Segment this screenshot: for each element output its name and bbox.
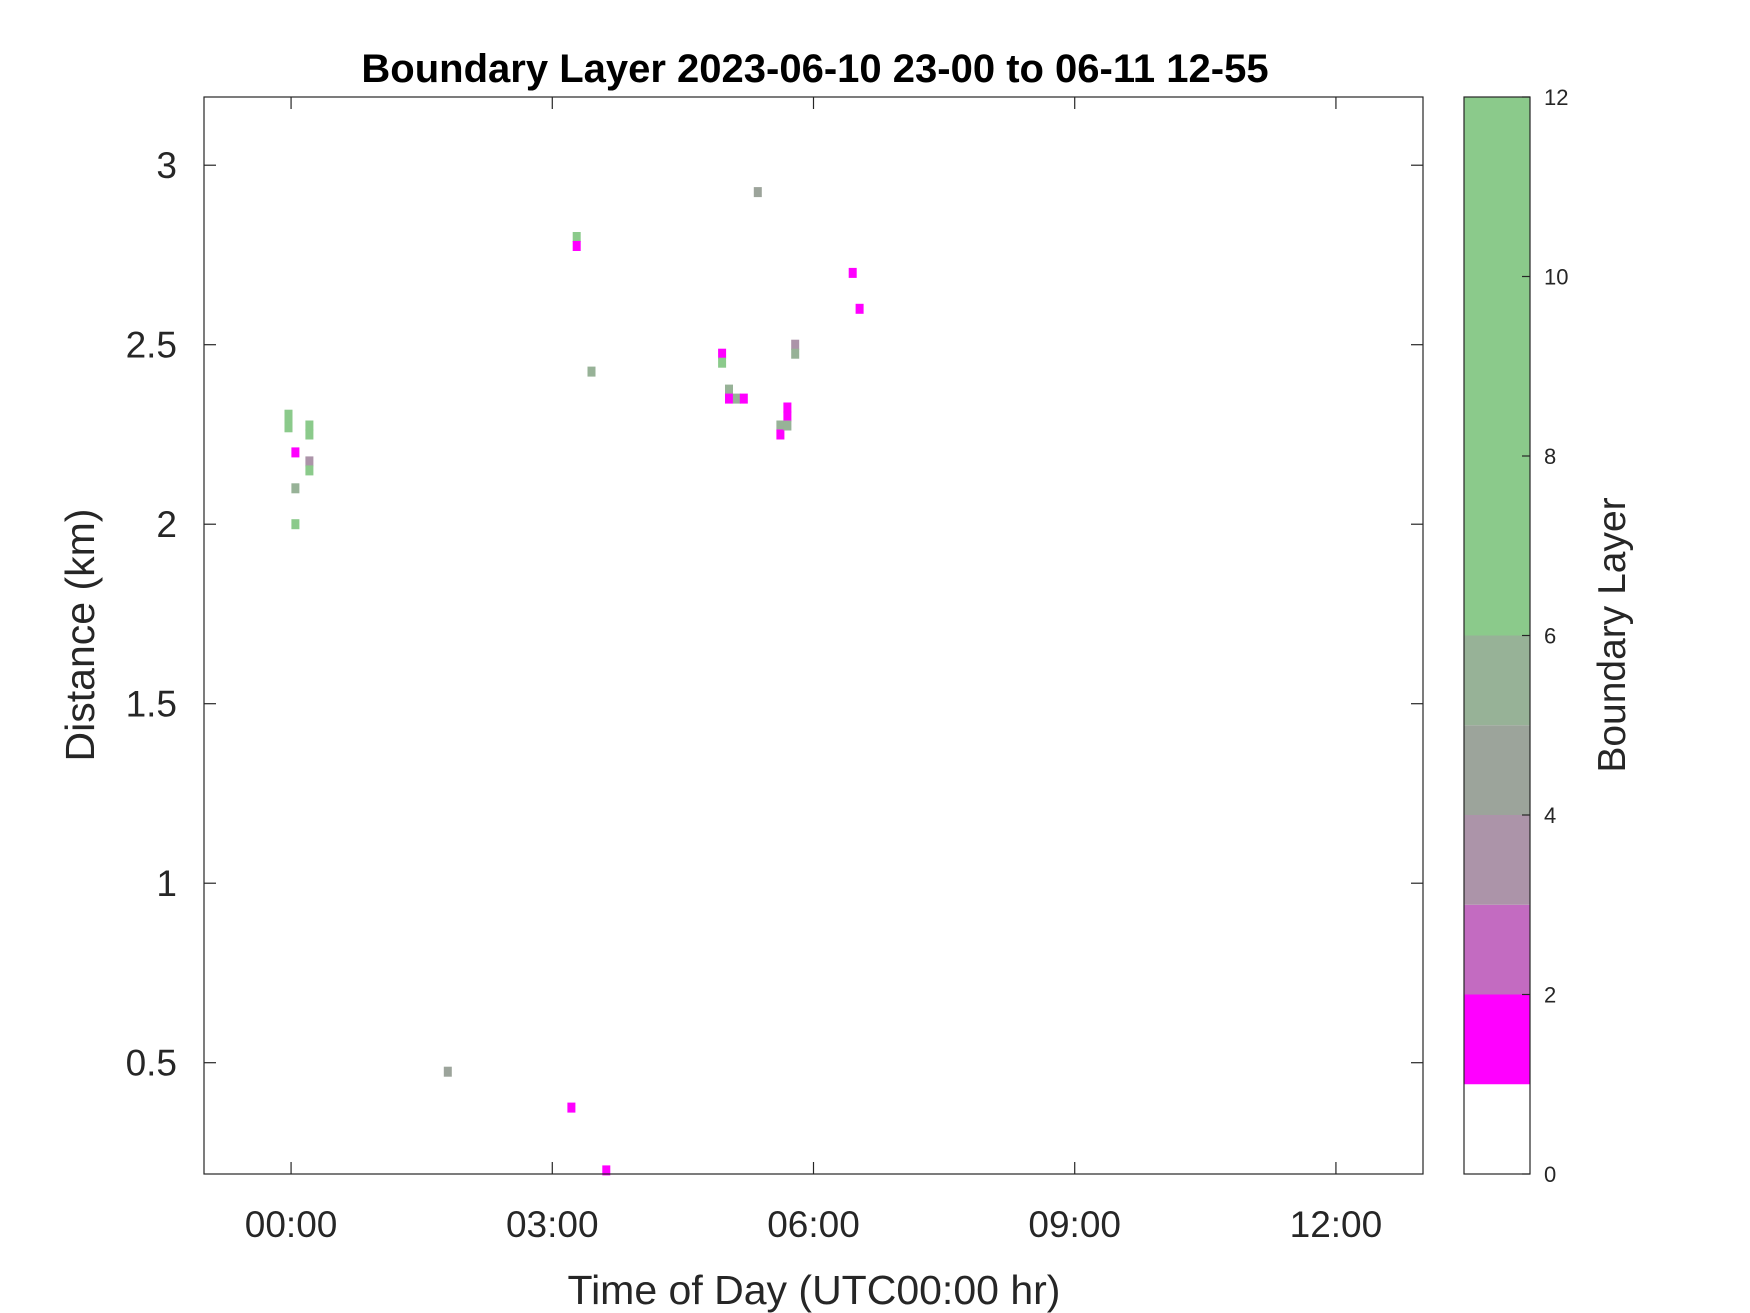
x-axis: 00:00 03:00 06:00 09:00 12:00: [245, 97, 1382, 1245]
colorbar-tick-label: 4: [1544, 803, 1556, 828]
data-cell: [567, 1102, 576, 1113]
data-cell: [291, 483, 300, 494]
colorbar-tick-label: 6: [1544, 624, 1556, 649]
data-cell: [783, 420, 792, 431]
colorbar-band: [1464, 725, 1530, 815]
data-cell: [443, 1066, 452, 1077]
data-cell: [725, 393, 733, 404]
data-cell: [753, 187, 762, 198]
x-axis-label: Time of Day (UTC00:00 hr): [568, 1267, 1061, 1313]
colorbar-band: [1464, 904, 1530, 995]
data-cell: [725, 384, 733, 395]
y-tick-label: 2.5: [126, 325, 177, 366]
chart-title: Boundary Layer 2023-06-10 23-00 to 06-11…: [361, 47, 1268, 91]
data-cell: [855, 303, 864, 314]
data-cell: [783, 402, 792, 413]
colorbar-band: [1464, 1084, 1530, 1174]
y-axis-label: Distance (km): [57, 509, 103, 762]
data-cell: [284, 422, 293, 433]
data-cell: [587, 366, 596, 377]
data-cell: [776, 420, 785, 431]
x-tick-label: 09:00: [1028, 1204, 1121, 1245]
y-tick-label: 2: [156, 504, 177, 545]
colorbar: 0 2 4 6 8 10 12: [1463, 85, 1568, 1187]
y-tick-label: 3: [156, 145, 177, 186]
data-cell: [572, 241, 581, 251]
data-cell: [776, 429, 785, 440]
data-cell: [739, 393, 748, 404]
data-cell: [732, 393, 741, 404]
data-cell: [602, 1165, 611, 1176]
data-cell: [783, 411, 792, 422]
y-tick-label: 1.5: [126, 684, 177, 725]
data-cell: [848, 267, 857, 278]
y-axis: 0.5 1 1.5 2 2.5 3: [126, 145, 1423, 1084]
plot-area: [204, 97, 1423, 1174]
y-tick-label: 0.5: [126, 1043, 177, 1084]
x-tick-label: 06:00: [767, 1204, 860, 1245]
data-cell: [718, 348, 727, 359]
data-cell: [791, 348, 800, 359]
data-cell: [718, 357, 727, 368]
data-cell: [305, 420, 314, 431]
data-cell: [305, 429, 314, 440]
colorbar-tick-label: 12: [1544, 85, 1568, 110]
x-tick-label: 12:00: [1290, 1204, 1383, 1245]
data-cell: [791, 339, 800, 350]
data-cell: [291, 519, 300, 530]
x-tick-label: 00:00: [245, 1204, 338, 1245]
colorbar-band: [1464, 815, 1530, 905]
x-tick-label: 03:00: [506, 1204, 599, 1245]
colorbar-tick-label: 2: [1544, 983, 1556, 1008]
data-cell: [572, 232, 581, 242]
colorbar-band: [1464, 635, 1530, 726]
data-cell: [305, 465, 314, 476]
data-cell: [291, 447, 300, 458]
colorbar-band: [1464, 994, 1530, 1085]
data-cell: [284, 409, 293, 420]
colorbar-tick-label: 10: [1544, 265, 1568, 290]
data-cell: [305, 456, 314, 467]
y-tick-label: 1: [156, 863, 177, 904]
colorbar-label: Boundary Layer: [1591, 497, 1634, 772]
data-cells: [284, 187, 864, 1176]
colorbar-tick-label: 0: [1544, 1162, 1556, 1187]
colorbar-band: [1464, 97, 1530, 636]
colorbar-tick-label: 8: [1544, 444, 1556, 469]
